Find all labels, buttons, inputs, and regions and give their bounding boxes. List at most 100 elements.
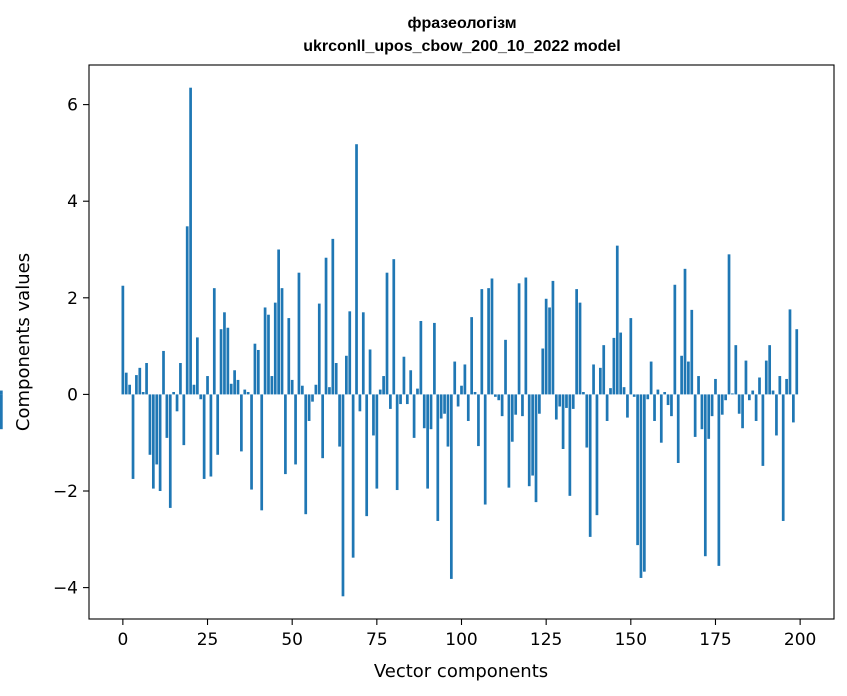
- bar-11: [158, 394, 162, 492]
- bar-56: [311, 394, 314, 402]
- bar-129: [558, 394, 562, 407]
- bar-153: [639, 394, 643, 578]
- x-tick-label: 150: [615, 630, 647, 650]
- y-tick-label: 2: [67, 289, 78, 309]
- bar-179: [727, 254, 731, 395]
- bar-133: [571, 394, 575, 409]
- bar-83: [402, 356, 406, 395]
- bar-176: [717, 394, 721, 566]
- bar-6: [141, 391, 145, 395]
- bar-123: [538, 394, 541, 414]
- bar-178: [724, 394, 727, 401]
- bar-106: [480, 289, 484, 395]
- bar-62: [331, 238, 335, 395]
- bar-144: [609, 388, 612, 395]
- x-tick-label: 75: [366, 630, 388, 650]
- bar-168: [690, 309, 694, 395]
- bar-100: [460, 385, 463, 395]
- bar-89: [422, 394, 426, 429]
- bar-69: [355, 144, 358, 395]
- bar-103: [470, 317, 474, 395]
- bar-86: [412, 394, 416, 438]
- bar-undefined: [0, 394, 3, 430]
- y-tick-label: 0: [67, 385, 78, 405]
- bar-173: [707, 394, 711, 439]
- x-axis-ticks: 0 25 50 75 100 125 150 175 200: [117, 619, 816, 650]
- bar-138: [588, 394, 592, 537]
- bar-171: [700, 394, 704, 430]
- bar-61: [328, 387, 331, 395]
- bar-92: [433, 322, 436, 395]
- bar-85: [409, 370, 413, 395]
- bar-102: [466, 394, 470, 421]
- bar-111: [497, 394, 501, 401]
- bar-170: [697, 376, 700, 395]
- bar-45: [273, 302, 277, 395]
- bar-128: [554, 394, 558, 420]
- bar-136: [582, 391, 585, 395]
- bar-80: [392, 259, 396, 395]
- bar-186: [751, 390, 755, 395]
- bar-78: [385, 272, 389, 395]
- bar-94: [439, 394, 443, 419]
- bar-88: [419, 320, 423, 395]
- bar-141: [598, 367, 602, 395]
- bar-181: [734, 345, 738, 395]
- bar-96: [446, 394, 450, 447]
- bar-159: [659, 394, 663, 443]
- bar-165: [680, 355, 683, 395]
- bar-112: [500, 394, 504, 417]
- bar-18: [182, 394, 186, 446]
- bar-40: [256, 349, 260, 395]
- bar-143: [605, 394, 609, 421]
- bar-147: [619, 332, 623, 395]
- x-tick-label: 100: [445, 630, 477, 650]
- x-tick-label: 0: [117, 630, 128, 650]
- bar-63: [334, 363, 338, 395]
- bar-151: [632, 394, 636, 397]
- bar-197: [788, 309, 792, 395]
- bar-98: [453, 361, 457, 395]
- bar-75: [375, 394, 379, 489]
- bar-49: [287, 318, 291, 395]
- bar-60: [324, 257, 328, 395]
- bar-91: [429, 394, 433, 430]
- bar-3: [131, 394, 135, 479]
- y-axis-label: Components values: [13, 253, 34, 431]
- bar-119: [524, 277, 528, 395]
- bar-135: [578, 302, 582, 395]
- bar-7: [145, 363, 148, 395]
- x-axis-label: Vector components: [374, 661, 548, 682]
- bar-180: [731, 393, 734, 395]
- bar-73: [368, 349, 372, 395]
- bar-29: [219, 329, 223, 395]
- bar-68: [351, 394, 355, 558]
- bar-107: [483, 394, 487, 505]
- bar-59: [321, 394, 325, 459]
- y-tick-label: −2: [53, 482, 78, 502]
- bar-64: [338, 394, 341, 447]
- bar-193: [775, 394, 778, 436]
- bar-58: [317, 303, 321, 395]
- bar-175: [714, 378, 717, 395]
- bar-169: [693, 394, 697, 437]
- bar-108: [487, 288, 490, 395]
- y-tick-label: 6: [67, 96, 78, 116]
- bar-104: [473, 391, 477, 395]
- bar-120: [527, 394, 531, 487]
- bar-130: [561, 394, 565, 449]
- bar-110: [494, 394, 497, 397]
- bar-137: [585, 394, 589, 448]
- bar-199: [795, 329, 799, 395]
- bar-41: [260, 394, 264, 511]
- bar-187: [754, 394, 758, 421]
- bar-67: [348, 311, 352, 395]
- bar-70: [358, 394, 362, 412]
- bar-28: [216, 394, 220, 455]
- bar-44: [270, 376, 274, 395]
- bar-155: [646, 394, 650, 400]
- bar-126: [548, 307, 551, 395]
- bar-162: [670, 394, 673, 417]
- bar-122: [534, 394, 538, 503]
- bar-160: [663, 391, 667, 395]
